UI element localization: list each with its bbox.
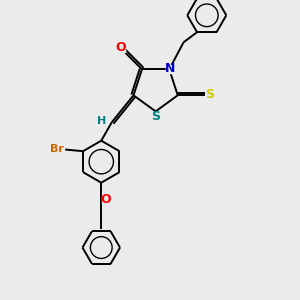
Bar — [152, 112, 160, 121]
Bar — [166, 65, 174, 73]
Text: S: S — [206, 88, 214, 101]
Text: H: H — [97, 116, 106, 126]
Bar — [206, 91, 214, 99]
Text: S: S — [152, 110, 160, 123]
Bar — [116, 44, 125, 52]
Bar — [98, 117, 105, 124]
Bar — [102, 195, 110, 203]
Text: O: O — [115, 41, 126, 54]
Text: O: O — [100, 193, 111, 206]
Text: N: N — [165, 62, 175, 75]
Text: Br: Br — [50, 144, 64, 154]
Bar — [50, 145, 64, 153]
